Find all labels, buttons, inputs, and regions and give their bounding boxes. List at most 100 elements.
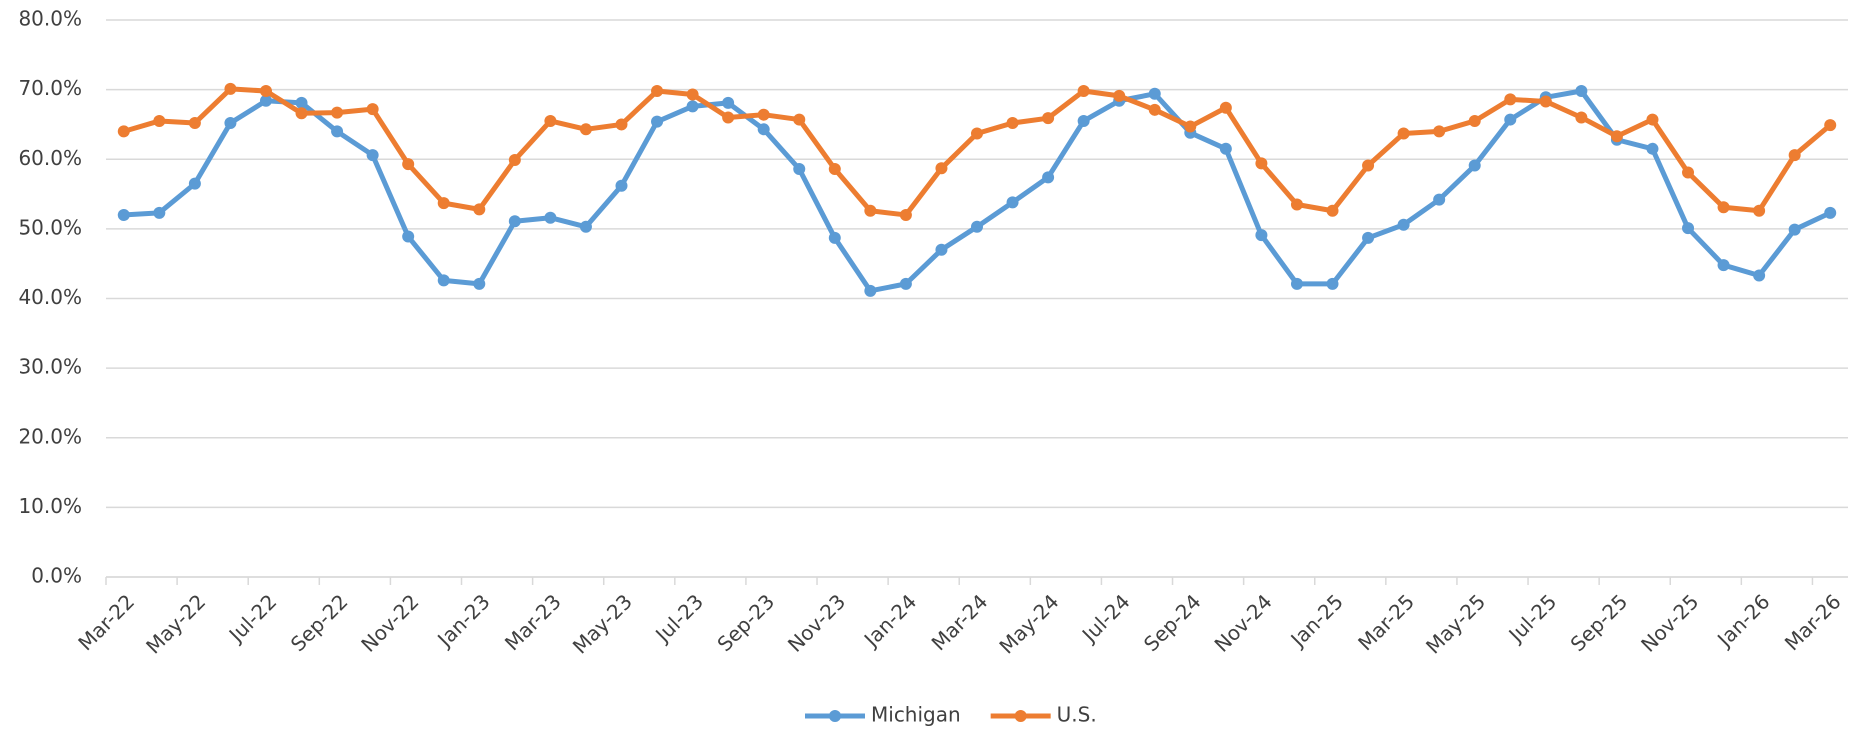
data-point	[1717, 201, 1730, 214]
data-point	[686, 88, 699, 101]
data-point	[188, 177, 201, 190]
data-point	[1006, 117, 1019, 130]
data-point	[1397, 127, 1410, 140]
data-point	[1290, 198, 1303, 211]
data-point	[1682, 166, 1695, 179]
series-line	[123, 86, 1832, 218]
data-point	[1433, 193, 1446, 206]
data-point	[259, 94, 272, 107]
data-point	[899, 208, 912, 221]
data-point	[1468, 159, 1481, 172]
data-point	[1219, 142, 1232, 155]
data-point	[224, 82, 237, 95]
data-point	[295, 107, 308, 120]
x-tick-label: May-22	[141, 589, 210, 658]
data-point	[544, 114, 557, 127]
data-point	[1539, 95, 1552, 108]
data-point	[1397, 218, 1410, 231]
data-point	[615, 118, 628, 131]
data-point	[1753, 204, 1766, 217]
data-point	[508, 215, 521, 228]
data-point	[971, 127, 983, 140]
data-point	[757, 123, 770, 136]
y-tick-label: 40.0%	[18, 285, 82, 309]
x-tick-label: Mar-23	[500, 589, 566, 655]
data-point	[828, 162, 841, 175]
data-point	[1824, 119, 1837, 132]
data-point	[1255, 229, 1268, 242]
data-point	[437, 274, 450, 287]
data-point	[1326, 277, 1339, 290]
data-point	[1362, 231, 1375, 244]
data-point	[1077, 85, 1090, 98]
data-point	[935, 162, 948, 175]
data-point	[1042, 171, 1055, 184]
data-point	[651, 115, 664, 128]
data-point	[899, 277, 912, 290]
data-point	[544, 211, 557, 224]
data-point	[402, 230, 415, 243]
y-tick-label: 70.0%	[18, 76, 82, 100]
data-point	[508, 153, 521, 166]
data-point	[722, 111, 735, 124]
data-point	[1077, 114, 1090, 127]
x-tick-label: Sep-25	[1566, 589, 1633, 656]
data-point	[153, 206, 166, 219]
data-point	[1468, 114, 1481, 127]
data-point	[971, 220, 983, 233]
data-point	[1575, 111, 1588, 124]
data-point	[757, 108, 770, 121]
data-point	[1682, 222, 1695, 235]
y-tick-label: 20.0%	[18, 424, 82, 448]
data-point	[651, 85, 664, 98]
legend-label: Michigan	[871, 703, 961, 727]
data-point	[1219, 101, 1232, 114]
y-tick-label: 50.0%	[18, 215, 82, 239]
data-point	[793, 113, 806, 126]
x-tick-label: Mar-25	[1353, 589, 1419, 655]
data-point	[331, 125, 344, 138]
y-tick-label: 30.0%	[18, 355, 82, 379]
data-point	[1148, 103, 1161, 116]
data-point	[579, 220, 592, 233]
data-point	[473, 277, 486, 290]
data-point	[1290, 277, 1303, 290]
data-point	[366, 149, 379, 162]
x-tick-label: May-24	[994, 589, 1063, 658]
data-point	[259, 85, 272, 98]
data-point	[117, 208, 130, 221]
data-point	[473, 203, 486, 216]
data-point	[153, 114, 166, 127]
data-point	[1362, 159, 1375, 172]
x-tick-label: Nov-24	[1210, 589, 1277, 656]
data-point	[1788, 149, 1801, 162]
data-point	[828, 231, 841, 244]
x-tick-label: Jul-24	[1076, 589, 1135, 648]
legend-marker	[829, 710, 841, 722]
x-tick-label: Nov-25	[1636, 589, 1703, 656]
x-tick-label: Sep-23	[712, 589, 779, 656]
x-tick-label: Nov-22	[356, 589, 423, 656]
data-point	[1184, 120, 1197, 133]
data-point	[864, 284, 877, 297]
data-point	[402, 158, 415, 171]
data-point	[935, 243, 948, 256]
data-point	[1326, 204, 1339, 217]
data-point	[1042, 112, 1055, 125]
data-point	[1610, 130, 1623, 143]
y-tick-label: 60.0%	[18, 146, 82, 170]
data-point	[1646, 142, 1659, 155]
data-point	[1504, 93, 1517, 106]
data-point	[1717, 259, 1730, 272]
data-point	[1504, 113, 1517, 126]
x-tick-label: Nov-23	[783, 589, 850, 656]
data-point	[1255, 157, 1268, 170]
y-tick-label: 10.0%	[18, 494, 82, 518]
data-point	[686, 100, 699, 113]
x-tick-label: Jan-24	[858, 589, 921, 652]
legend-marker	[1014, 710, 1027, 722]
data-point	[1824, 206, 1837, 219]
data-point	[1006, 196, 1019, 209]
x-tick-label: Jan-25	[1285, 589, 1348, 652]
